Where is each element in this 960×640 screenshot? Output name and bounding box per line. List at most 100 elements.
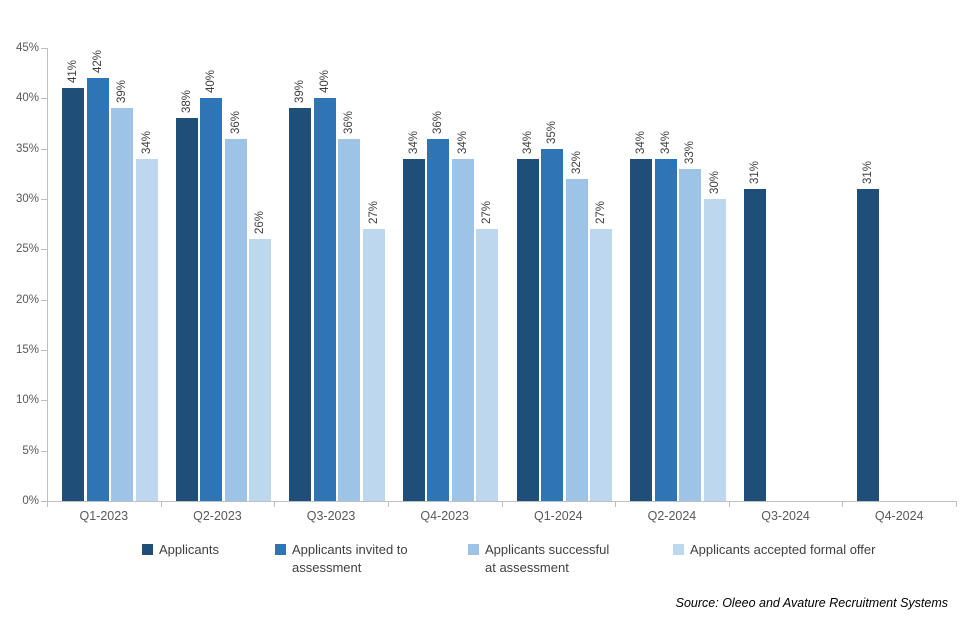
x-axis-tick xyxy=(160,502,162,507)
legend-label: Applicants accepted formal offer xyxy=(690,542,876,557)
y-axis-tick xyxy=(41,501,47,502)
y-axis-tick-label: 0% xyxy=(22,495,39,507)
legend-label: Applicants successful at assessment xyxy=(485,542,610,575)
bar-value-label: 31% xyxy=(862,160,875,184)
x-axis-tick xyxy=(842,502,844,507)
legend-item: Applicants invited to assessment xyxy=(275,541,427,577)
bar-value-label: 34% xyxy=(407,130,420,154)
plot-area: 41% 42% 39% 34% 38% 40% 36% 26% 39% 40% 36% 27% 34% 3… xyxy=(47,48,957,502)
source-note: Source: Oleeo and Avature Recruitment Sy… xyxy=(675,596,948,610)
bar-value-label: 34% xyxy=(140,130,153,154)
x-axis-category-label: Q4-2024 xyxy=(874,509,924,523)
bar xyxy=(679,168,702,501)
legend-label: Applicants xyxy=(159,542,219,557)
y-axis-tick xyxy=(41,299,47,301)
bar-value-label: 42% xyxy=(91,50,104,74)
x-axis-category-label: Q1-2024 xyxy=(533,509,583,523)
bar xyxy=(62,88,84,501)
x-axis-category-label: Q2-2024 xyxy=(647,509,697,523)
bar-value-label: 40% xyxy=(318,70,331,94)
y-axis-tick xyxy=(41,148,47,150)
bar xyxy=(630,158,653,501)
y-axis-tick-label: 40% xyxy=(15,92,39,105)
bar-value-label: 27% xyxy=(367,201,380,225)
y-axis-tick xyxy=(41,350,47,351)
legend-swatch-icon xyxy=(673,544,684,555)
bar-value-label: 31% xyxy=(748,160,761,184)
y-axis-tick-label: 20% xyxy=(15,293,39,306)
bar xyxy=(249,239,272,501)
y-axis-tick-label: 10% xyxy=(15,394,39,407)
bar-value-label: 39% xyxy=(294,80,307,104)
y-axis-tick-label: 30% xyxy=(15,193,39,205)
bar xyxy=(565,178,588,501)
bar-value-label: 33% xyxy=(684,140,697,164)
x-axis-category-label: Q1-2023 xyxy=(79,509,129,523)
bar-value-label: 32% xyxy=(570,150,583,174)
bar xyxy=(703,199,726,501)
legend-item: Applicants successful at assessment xyxy=(468,541,620,577)
y-axis-tick xyxy=(41,450,47,452)
bar-value-label: 34% xyxy=(456,130,469,154)
legend-swatch-icon xyxy=(275,544,286,555)
legend: Applicants Applicants invited to assessme… xyxy=(0,541,960,583)
bar xyxy=(224,138,247,501)
x-axis-tick xyxy=(387,502,389,507)
bar xyxy=(135,158,158,501)
y-axis-tick-label: 5% xyxy=(22,444,39,457)
bar xyxy=(516,158,539,501)
y-axis-tick xyxy=(41,48,47,49)
y-axis-tick-label: 45% xyxy=(15,42,39,54)
bar xyxy=(857,188,880,501)
legend-swatch-icon xyxy=(142,544,153,555)
bar xyxy=(86,78,109,501)
bar-value-label: 26% xyxy=(254,211,267,235)
y-axis-tick xyxy=(41,400,47,402)
bar xyxy=(402,158,425,501)
bar-value-label: 27% xyxy=(595,201,607,225)
bar xyxy=(541,148,563,501)
y-axis-tick-label: 25% xyxy=(15,243,39,256)
legend-label: Applicants invited to assessment xyxy=(292,542,408,575)
bar xyxy=(111,108,133,501)
bar xyxy=(200,98,223,501)
bar-value-label: 36% xyxy=(432,110,445,134)
legend-item: Applicants accepted formal offer xyxy=(673,541,875,559)
bar-value-label: 27% xyxy=(481,201,494,225)
x-axis-tick xyxy=(47,502,48,507)
bar-value-label: 36% xyxy=(229,110,242,134)
bar xyxy=(451,158,474,501)
bar xyxy=(590,229,612,501)
bar-value-label: 35% xyxy=(546,120,558,144)
bar xyxy=(654,158,677,501)
x-axis-category-label: Q2-2023 xyxy=(193,509,242,523)
x-axis-tick xyxy=(274,502,276,507)
y-axis-tick xyxy=(41,199,47,200)
x-axis-category-label: Q3-2023 xyxy=(306,509,356,523)
bar xyxy=(743,188,766,501)
bar xyxy=(362,229,385,501)
y-axis-tick-label: 35% xyxy=(15,142,39,155)
bar xyxy=(313,98,336,501)
bar-value-label: 36% xyxy=(343,110,356,134)
y-axis-tick xyxy=(41,98,47,100)
y-axis-tick-label: 15% xyxy=(15,344,39,356)
bar-value-label: 30% xyxy=(708,170,721,194)
x-axis-tick xyxy=(615,502,617,507)
legend-item: Applicants xyxy=(142,541,219,559)
x-axis-tick xyxy=(728,502,730,507)
x-axis-category-label: Q3-2024 xyxy=(761,509,810,523)
bar-value-label: 34% xyxy=(635,130,648,154)
bar-value-label: 34% xyxy=(521,130,534,154)
x-axis-tick xyxy=(956,502,957,507)
bar xyxy=(476,229,499,501)
bar-value-label: 39% xyxy=(116,80,128,104)
bar xyxy=(427,138,450,501)
x-axis-tick xyxy=(501,502,503,507)
bar-value-label: 34% xyxy=(659,130,672,154)
x-axis-category-label: Q4-2023 xyxy=(420,509,470,523)
legend-swatch-icon xyxy=(468,544,479,555)
y-axis-tick xyxy=(41,249,47,251)
bar-value-label: 38% xyxy=(180,90,193,114)
